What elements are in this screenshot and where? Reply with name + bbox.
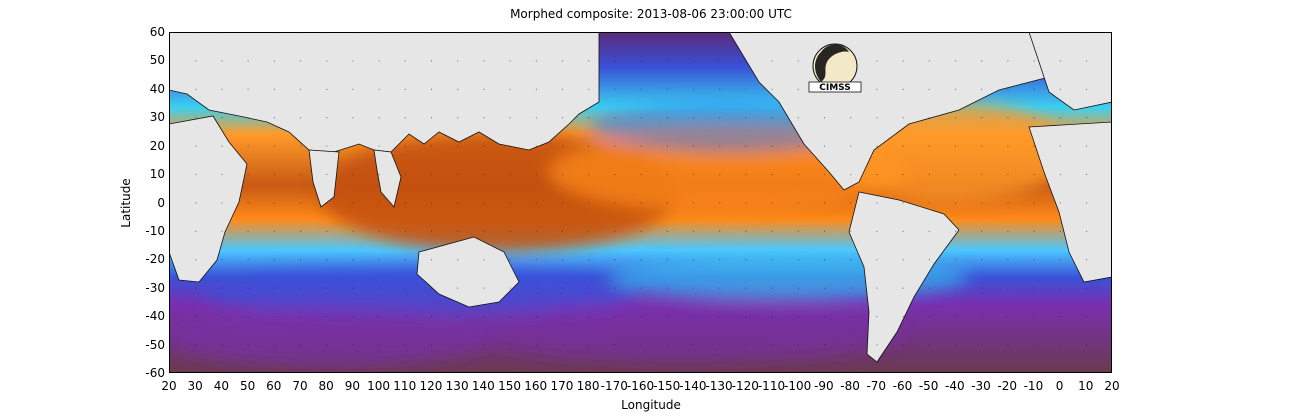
x-tick-label: -100 [784, 379, 812, 393]
y-tick-label: 30 [149, 110, 165, 125]
y-tick-label: 60 [149, 25, 165, 39]
x-tick-label: -170 [600, 379, 628, 393]
x-tick-label: -140 [679, 379, 707, 393]
x-tick-label: 80 [318, 379, 334, 393]
x-tick-label: 180 [576, 379, 600, 393]
y-tick-label: 50 [149, 53, 165, 68]
x-tick-label: -110 [757, 379, 786, 393]
x-tick-label: 10 [1078, 379, 1094, 393]
x-tick-label: 110 [393, 379, 417, 393]
cimss-logo: CIMSS [808, 43, 862, 93]
x-tick-label: -60 [892, 379, 913, 393]
x-tick-label: -130 [705, 379, 733, 393]
x-tick-label: 60 [266, 379, 282, 393]
x-tick-label: 140 [471, 379, 495, 393]
plot-frame [169, 32, 1112, 373]
x-tick-label: -50 [918, 379, 939, 393]
x-tick-label: 90 [344, 379, 360, 393]
x-tick-label: -40 [945, 379, 965, 393]
y-tick-label: -20 [145, 252, 165, 267]
x-tick-label: -30 [971, 379, 991, 393]
x-tick-label: -160 [626, 379, 655, 393]
logo-text: CIMSS [819, 83, 850, 93]
x-tick-label: -20 [997, 379, 1018, 393]
x-tick-label: 40 [213, 379, 230, 393]
x-tick-label: 100 [367, 379, 390, 393]
x-tick-label: 20 [161, 379, 177, 393]
x-tick-label: 150 [498, 379, 521, 393]
x-tick-label: 20 [1104, 379, 1120, 393]
y-tick-label: -60 [145, 366, 165, 380]
chart-title: Morphed composite: 2013-08-06 23:00:00 U… [510, 7, 792, 21]
y-tick-label: -40 [145, 309, 165, 324]
x-tick-label: -120 [731, 379, 759, 393]
x-tick-label: -70 [866, 379, 887, 393]
y-tick-label: 20 [149, 138, 165, 153]
x-tick-label: 130 [445, 379, 469, 393]
x-tick-label: 70 [292, 379, 308, 393]
x-tick-label: -80 [840, 379, 860, 393]
y-tick-label: 10 [149, 167, 165, 182]
y-axis-label: Latitude [119, 178, 133, 228]
graticule-grid [169, 32, 1112, 373]
y-tick-label: 40 [149, 81, 165, 96]
y-tick-label: -50 [145, 337, 165, 352]
y-tick-label: 0 [157, 195, 165, 210]
x-tick-label: 120 [419, 379, 443, 393]
x-tick-label: 160 [524, 379, 548, 393]
x-tick-label: -90 [814, 379, 834, 393]
x-axis-label: Longitude [621, 398, 681, 412]
y-tick-label: -30 [145, 280, 165, 295]
x-tick-label: 50 [239, 379, 256, 393]
y-tick-label: -10 [145, 223, 165, 238]
precipitable-water-map: CIMSS [168, 31, 1113, 373]
x-tick-label: 30 [187, 379, 203, 393]
x-tick-label: -150 [653, 379, 681, 393]
x-tick-label: 170 [550, 379, 574, 393]
map-plot-area: CIMSS [168, 31, 1113, 373]
x-tick-label: -10 [1023, 379, 1044, 393]
x-tick-label: 0 [1055, 379, 1064, 393]
